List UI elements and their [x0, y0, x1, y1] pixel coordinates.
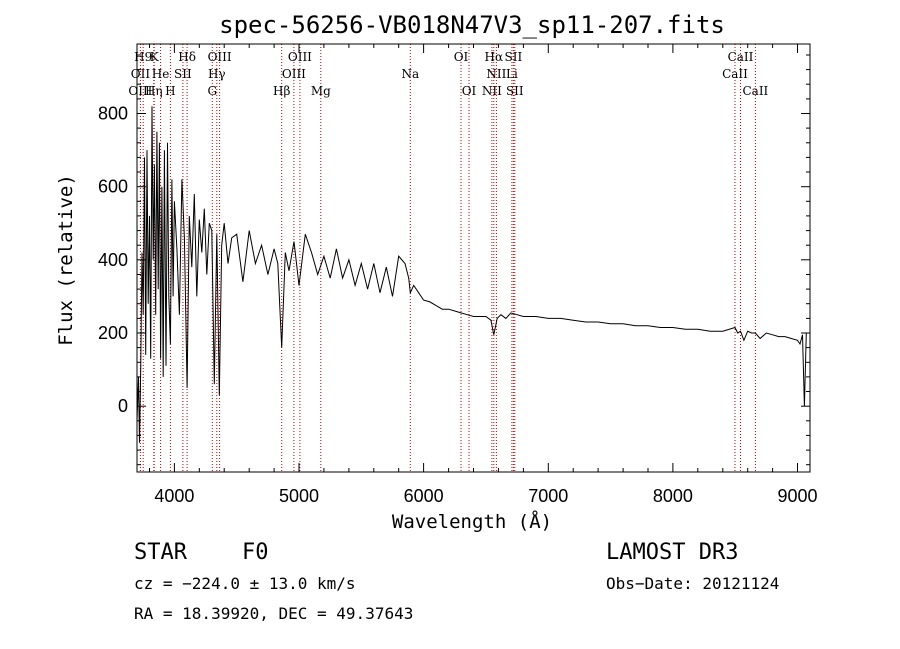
spectral-line-label: Hη — [145, 84, 163, 98]
spectral-line-label: OIII — [288, 50, 312, 64]
spectral-line-label: G — [208, 84, 218, 98]
spectral-line-label: OII — [131, 67, 151, 81]
spectral-line-label: OI — [454, 50, 469, 64]
y-tick-label: 200 — [98, 323, 128, 343]
x-tick-label: 9000 — [777, 486, 817, 506]
spectral-line-label: SII — [505, 50, 523, 64]
x-tick-label: 5000 — [279, 486, 319, 506]
x-tick-label: 6000 — [404, 486, 444, 506]
spectral-line-label: Hδ — [178, 50, 196, 64]
spectral-line-label: Hβ — [273, 84, 290, 98]
flux-series-line — [136, 106, 807, 443]
y-tick-label: 0 — [118, 396, 128, 416]
spectral-line-label: OIII — [282, 67, 306, 81]
x-tick-label: 7000 — [528, 486, 568, 506]
object-subclass: F0 — [242, 540, 269, 565]
spectral-line-label: OIII — [208, 50, 232, 64]
spectral-line-label: Hγ — [208, 67, 226, 81]
spectral-line-label: Hα — [485, 50, 504, 64]
spectral-line-label: Li — [506, 67, 518, 81]
chart-title: spec-56256-VB018N47V3_sp11-207.fits — [219, 11, 725, 39]
y-axis-label: Flux (relative) — [55, 174, 77, 346]
x-tick-label: 4000 — [154, 486, 194, 506]
spectral-line-label: NII — [482, 84, 502, 98]
spectral-line-markers — [139, 44, 756, 472]
spectral-line-label: H — [165, 84, 175, 98]
spectral-line-label: He — [152, 67, 170, 81]
survey-name: LAMOST DR3 — [606, 540, 738, 565]
spectral-line-label: CaII — [742, 84, 768, 98]
spectral-line-label: Mg — [311, 84, 331, 98]
x-axis-label: Wavelength (Å) — [392, 510, 552, 533]
spectral-line-label: H9 — [134, 50, 152, 64]
axis-ticks — [137, 44, 810, 472]
x-tick-label: 8000 — [653, 486, 693, 506]
y-tick-label: 400 — [98, 250, 128, 270]
spectral-line-label: K — [150, 50, 160, 64]
spectral-line-label: SII — [174, 67, 192, 81]
spectral-line-label: OIII — [128, 84, 152, 98]
y-tick-label: 600 — [98, 177, 128, 197]
axis-tick-labels: 4000 5000 6000 7000 8000 9000 0 200 400 600 800 — [98, 104, 818, 507]
y-tick-label: 800 — [98, 104, 128, 124]
object-class: STAR — [134, 540, 188, 565]
spectral-line-label: CaII — [728, 50, 754, 64]
redshift-text: cz = −224.0 ± 13.0 km/s — [134, 574, 356, 593]
spectral-line-label: Na — [401, 67, 419, 81]
coords-text: RA = 18.39920, DEC = 49.37643 — [134, 604, 413, 623]
spectral-line-label: SII — [506, 84, 524, 98]
spectral-line-label: NII — [486, 67, 506, 81]
spectral-line-label: OI — [462, 84, 477, 98]
spectral-line-label: CaII — [722, 67, 748, 81]
plot-frame — [136, 43, 811, 473]
obs-date-text: Obs−Date: 20121124 — [606, 574, 779, 593]
